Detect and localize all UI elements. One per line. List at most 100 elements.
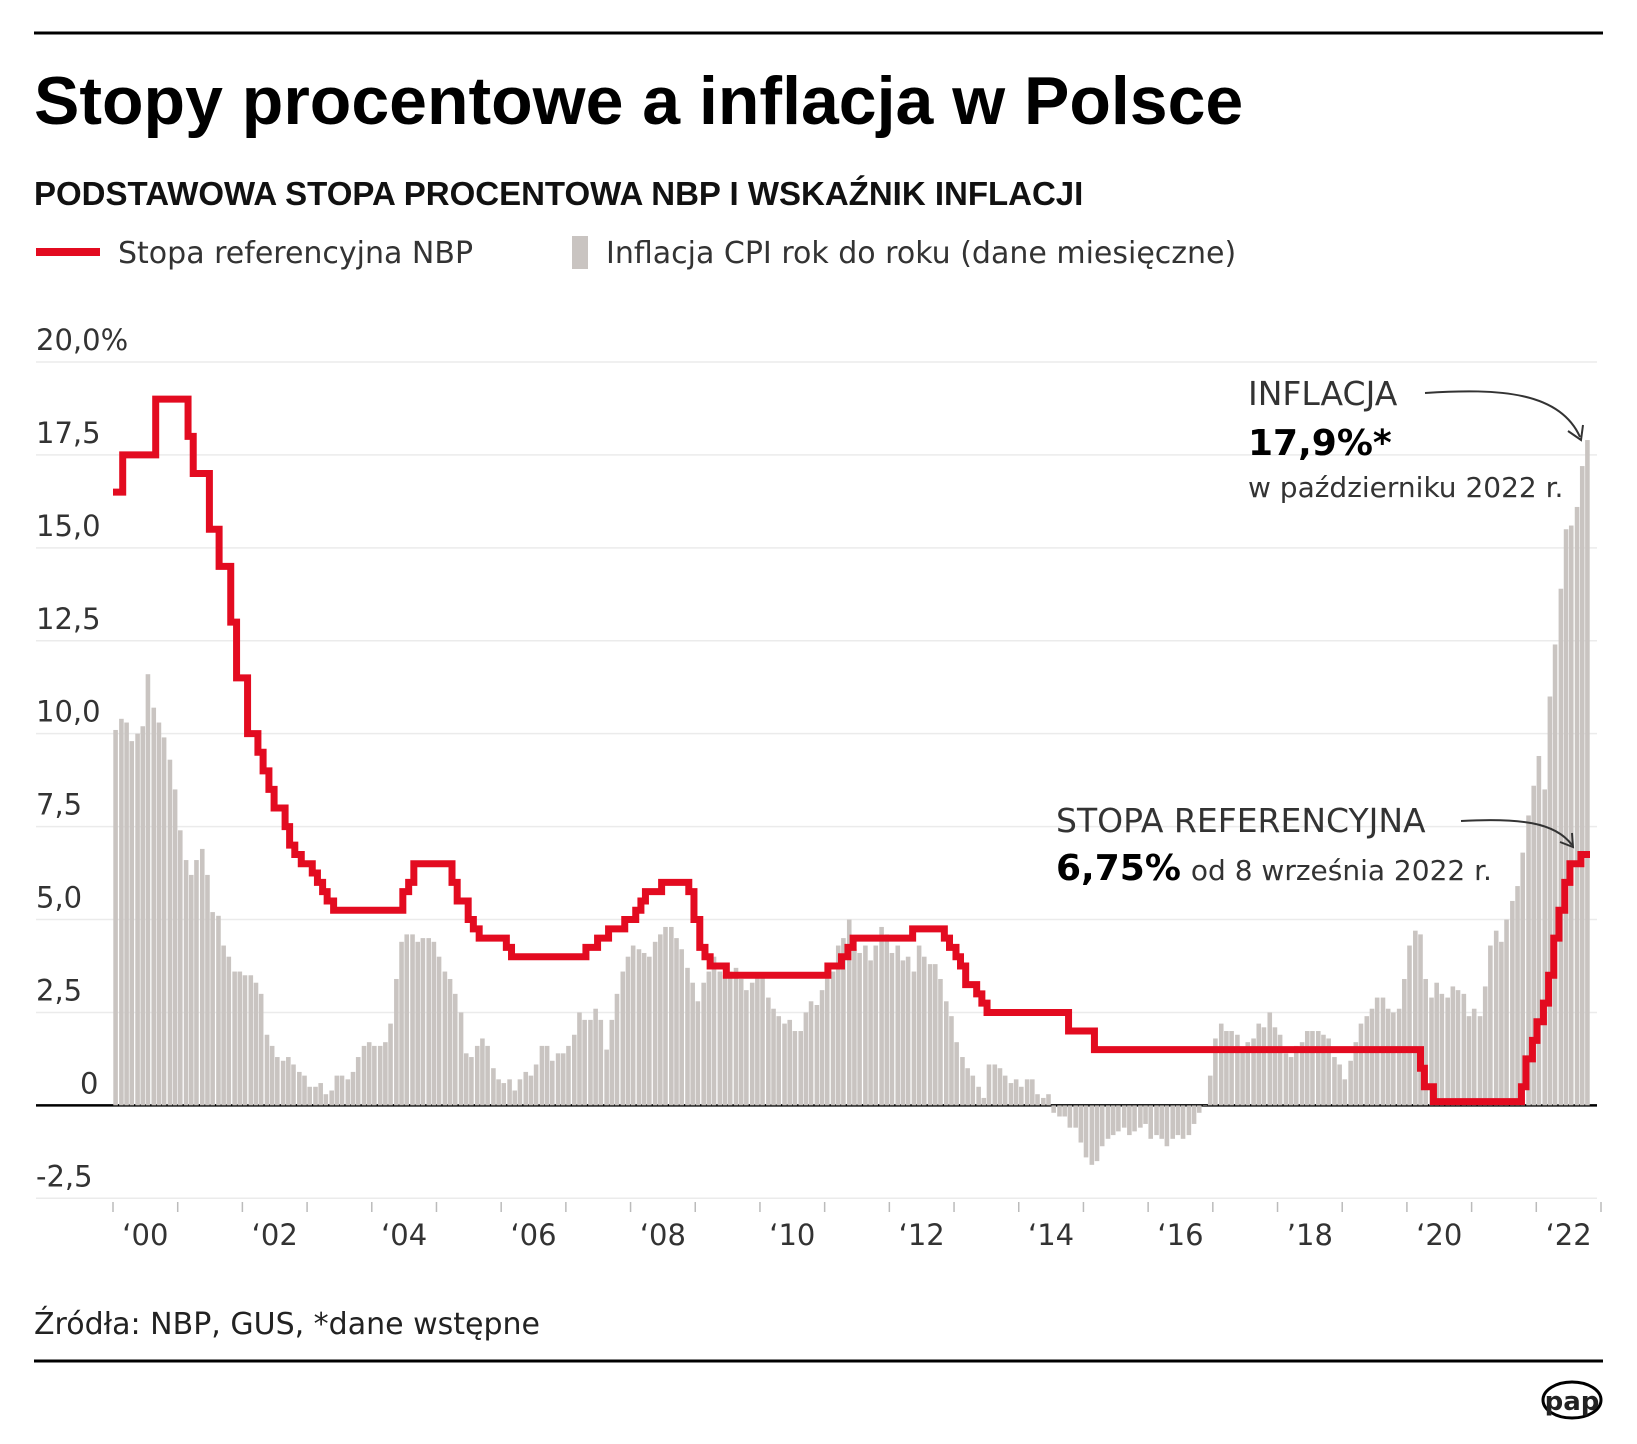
bar [415, 941, 421, 1106]
bar [1067, 1105, 1073, 1128]
bar [1159, 1105, 1165, 1139]
bar [582, 1019, 587, 1106]
bar [1326, 1038, 1331, 1106]
bar [1391, 1012, 1396, 1106]
bar [447, 978, 453, 1106]
y-tick-label: 7,5 [36, 788, 82, 822]
bar [1488, 945, 1493, 1106]
bar [738, 978, 744, 1106]
annotation-title: STOPA REFERENCYJNA [1056, 801, 1426, 840]
bar [517, 1079, 523, 1106]
bar [442, 971, 448, 1106]
bar [679, 949, 684, 1106]
bar [485, 1045, 490, 1106]
bar [1046, 1094, 1051, 1106]
bar [1154, 1105, 1159, 1136]
x-tick-label: ‘02 [252, 1218, 298, 1252]
bar [889, 952, 895, 1106]
annotation-arrow [1460, 819, 1573, 846]
bar [555, 1053, 561, 1106]
bar [1089, 1105, 1095, 1165]
bar [237, 971, 243, 1106]
bar [501, 1083, 507, 1106]
bar [1515, 886, 1520, 1106]
bar [1510, 900, 1515, 1106]
bar [711, 956, 717, 1106]
bar [161, 737, 167, 1106]
bar [1196, 1105, 1202, 1113]
annotation-title: INFLACJA [1248, 374, 1398, 413]
bar [1170, 1105, 1176, 1139]
bar [1030, 1079, 1035, 1106]
bar [280, 1060, 286, 1106]
bar [630, 945, 636, 1106]
step-line [113, 395, 1590, 1106]
bar [981, 1097, 987, 1106]
bar [1138, 1105, 1143, 1128]
bar [685, 967, 690, 1106]
bar [1073, 1105, 1078, 1128]
bar [1402, 978, 1407, 1106]
logo-badge [1541, 1380, 1603, 1420]
bar [528, 1075, 534, 1106]
bar [350, 1071, 356, 1106]
bar [976, 1086, 981, 1106]
bar [1256, 1023, 1262, 1106]
bar [172, 789, 178, 1106]
bar [1240, 1049, 1245, 1106]
source: Źródła: NBP, GUS, *dane wstępne [34, 1306, 540, 1342]
bar [1429, 997, 1434, 1106]
bar [792, 1031, 798, 1106]
x-tick-label: ‘22 [1546, 1218, 1592, 1252]
bar [1466, 1016, 1472, 1106]
bar [938, 978, 943, 1106]
bar [205, 874, 210, 1106]
bar [609, 1019, 615, 1106]
bar [151, 707, 157, 1106]
bar [846, 919, 852, 1106]
bar [1547, 696, 1553, 1106]
bar [830, 971, 836, 1106]
bar [905, 956, 911, 1106]
y-tick-label: 12,5 [36, 602, 101, 636]
bar [129, 741, 135, 1106]
bar [1105, 1105, 1111, 1139]
y-tick-label: 5,0 [36, 881, 82, 915]
bar [1051, 1105, 1056, 1113]
bar [323, 1094, 329, 1106]
bar [652, 941, 658, 1106]
bar [1062, 1105, 1067, 1117]
bar [1563, 529, 1569, 1106]
bar [1504, 919, 1509, 1106]
bar [776, 1016, 782, 1106]
bar [1413, 930, 1418, 1106]
bar [188, 874, 194, 1106]
bar [620, 971, 626, 1106]
bar [426, 938, 432, 1106]
bar [377, 1045, 383, 1106]
bar [410, 934, 415, 1106]
annotation-line: 6,75% od 8 września 2022 r. [1056, 848, 1492, 889]
arrow-head [1567, 424, 1584, 442]
bar [647, 956, 652, 1106]
bar [1568, 525, 1574, 1106]
bar [1304, 1031, 1310, 1106]
bar [1332, 1057, 1337, 1106]
bar [1035, 1094, 1040, 1106]
bar [771, 1008, 776, 1106]
bar [733, 967, 739, 1106]
bar [1348, 1060, 1353, 1106]
bar [248, 975, 254, 1106]
bar [916, 945, 922, 1106]
bar [355, 1057, 361, 1106]
bar [1277, 1034, 1283, 1106]
bar [1116, 1105, 1121, 1132]
bar [625, 956, 631, 1106]
bar [669, 926, 674, 1106]
bar [1094, 1105, 1100, 1162]
bar [727, 971, 733, 1106]
bar [636, 949, 642, 1106]
bar [1477, 1016, 1483, 1106]
bar [722, 975, 728, 1106]
x-tick-label: ’18 [1287, 1218, 1333, 1252]
